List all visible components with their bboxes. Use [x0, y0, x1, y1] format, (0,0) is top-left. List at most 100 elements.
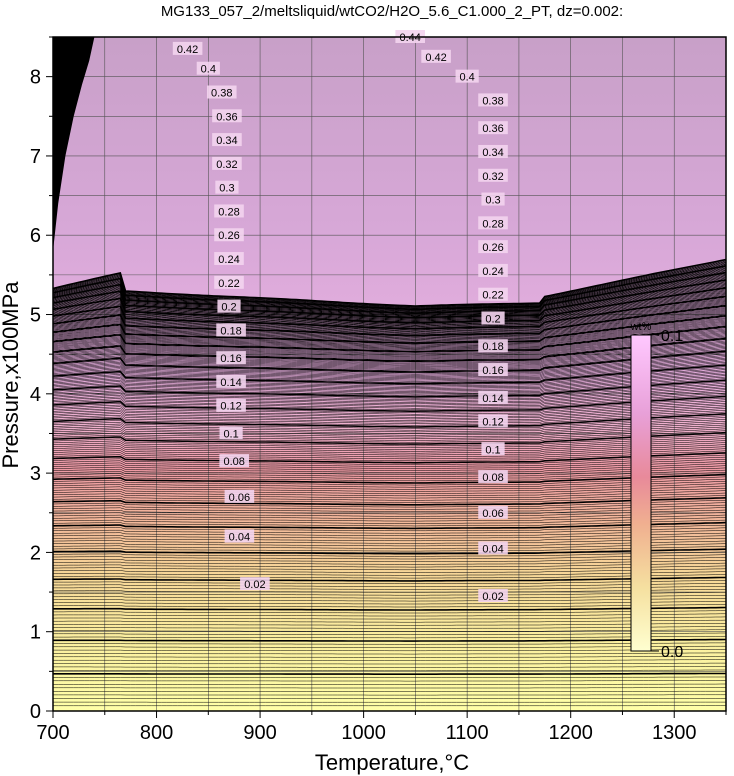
minor-contour-line [53, 436, 726, 448]
contour-label: 0.3 [215, 180, 239, 195]
minor-contour-line [53, 483, 726, 492]
minor-contour-line [53, 434, 726, 447]
minor-contour-line [53, 281, 726, 320]
svg-text:0.06: 0.06 [229, 492, 250, 504]
minor-contour-line [53, 444, 726, 456]
minor-contour-line [53, 467, 726, 477]
minor-contour-line [53, 345, 726, 368]
contour-label: 0.18 [216, 323, 246, 337]
contour-label: 0.32 [478, 168, 508, 183]
minor-contour-line [53, 543, 726, 549]
minor-contour-line [53, 317, 726, 346]
minor-contour-line [53, 485, 726, 494]
svg-text:0.12: 0.12 [220, 401, 241, 413]
minor-contour-line [53, 319, 726, 347]
contour-labels: 0.02 0.04 0.06 0.08 0.1 0.12 0.14 0.16 0.18 0.2 0.… [172, 30, 508, 603]
svg-text:0.38: 0.38 [211, 88, 232, 100]
minor-contour-line [53, 324, 726, 351]
minor-contour-line [53, 363, 726, 383]
major-contour-line [53, 364, 726, 385]
minor-contour-line [53, 397, 726, 413]
major-contour-line [53, 638, 726, 642]
contour-label: 0.06 [224, 489, 255, 504]
minor-contour-line [53, 669, 726, 672]
minor-contour-line [53, 301, 726, 334]
major-contour-line [53, 304, 726, 337]
minor-contour-line [53, 282, 726, 320]
minor-contour-line [53, 299, 726, 332]
major-contour-line [53, 265, 726, 311]
minor-contour-line [53, 366, 726, 386]
minor-contour-line [53, 375, 726, 394]
plot-frame [52, 36, 727, 712]
minor-contour-line [53, 465, 726, 475]
minor-contour-line [53, 442, 726, 454]
contour-label: 0.24 [478, 263, 508, 278]
contour-label: 0.28 [478, 216, 508, 230]
contour-label: 0.2 [481, 311, 505, 325]
minor-contour-line [53, 283, 726, 321]
minor-contour-line [53, 574, 726, 579]
contour-label: 0.08 [219, 454, 249, 468]
minor-contour-line [53, 645, 726, 648]
minor-contour-line [53, 565, 726, 571]
x-tick-label: 1300 [652, 722, 697, 744]
major-contour-line [53, 379, 726, 398]
svg-text:0.32: 0.32 [216, 159, 237, 171]
minor-contour-line [53, 472, 726, 482]
y-tick-label: 4 [30, 384, 41, 406]
minor-contour-line [53, 285, 726, 323]
minor-contour-line [53, 376, 726, 395]
minor-contour-line [53, 276, 726, 317]
minor-contour-line [53, 456, 726, 467]
minor-contour-line [53, 492, 726, 501]
colorbar: wt% 0.1 0.0 [630, 321, 684, 661]
minor-contour-line [53, 321, 726, 349]
minor-contour-line [53, 339, 726, 363]
minor-contour-line [53, 655, 726, 658]
minor-contour-line [53, 309, 726, 339]
minor-contour-line [53, 391, 726, 408]
y-tick-label: 7 [30, 146, 41, 168]
major-contour-line [53, 521, 726, 530]
minor-contour-line [53, 263, 726, 309]
contour-label: 0.34 [478, 144, 508, 159]
minor-contour-line [53, 295, 726, 329]
x-tick-label: 900 [243, 722, 276, 744]
contour-label: 0.34 [212, 133, 242, 147]
x-tick-label: 1200 [548, 722, 593, 744]
minor-contour-line [53, 268, 726, 312]
svg-text:0.02: 0.02 [482, 591, 503, 603]
minor-contour-line [53, 683, 726, 685]
minor-contour-line [53, 408, 726, 423]
minor-contour-line [53, 307, 726, 338]
minor-contour-line [53, 291, 726, 327]
svg-text:0.34: 0.34 [482, 147, 503, 159]
minor-contour-line [53, 328, 726, 354]
minor-contour-line [53, 554, 726, 560]
minor-contour-line [53, 356, 726, 377]
contour-label: 0.3 [481, 192, 505, 207]
major-contour-line [53, 337, 726, 363]
minor-contour-line [53, 478, 726, 488]
minor-contour-line [53, 409, 726, 424]
svg-text:0.08: 0.08 [223, 456, 244, 468]
minor-contour-line [53, 680, 726, 682]
minor-contour-line [53, 571, 726, 576]
svg-text:0.3: 0.3 [485, 195, 500, 207]
minor-contour-line [53, 294, 726, 328]
major-contour-line [53, 258, 726, 307]
svg-text:0.24: 0.24 [218, 254, 239, 266]
minor-contour-line [53, 623, 726, 626]
major-contour-line [53, 452, 726, 464]
svg-text:0.3: 0.3 [219, 183, 234, 195]
minor-contour-line [53, 652, 726, 655]
svg-text:0.1: 0.1 [223, 428, 238, 440]
minor-contour-line [53, 383, 726, 400]
minor-contour-line [53, 318, 726, 346]
major-contour-line [53, 473, 726, 484]
minor-contour-line [53, 332, 726, 357]
svg-text:0.04: 0.04 [482, 543, 503, 555]
minor-contour-line [53, 314, 726, 343]
minor-contour-line [53, 384, 726, 402]
